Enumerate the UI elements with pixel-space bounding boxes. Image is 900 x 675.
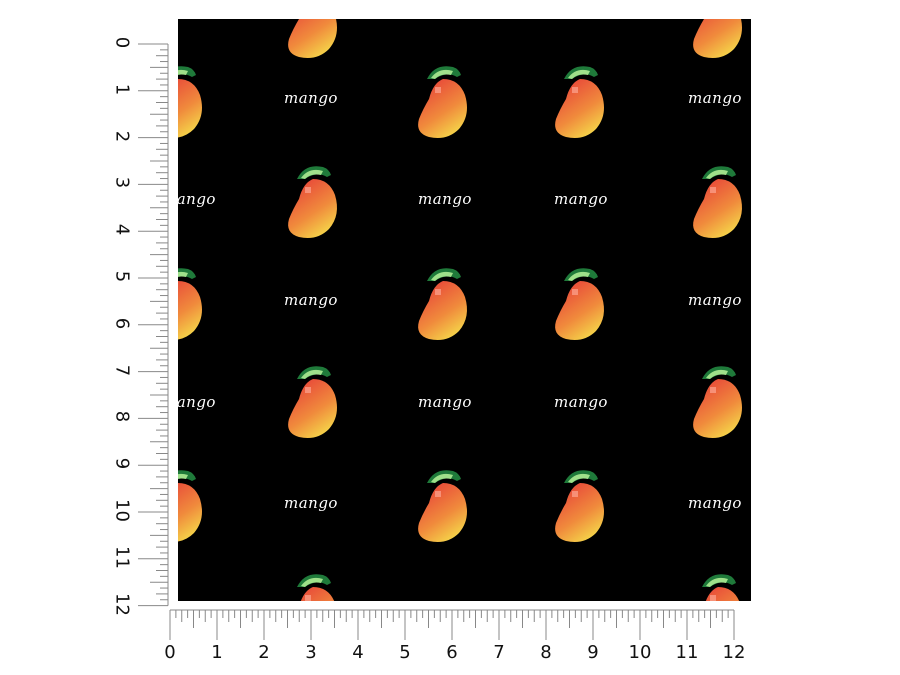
horizontal-ruler-label: 12: [722, 642, 746, 663]
vertical-ruler-label: 11: [111, 545, 133, 569]
mango-fruit: [283, 159, 347, 243]
mango-icon: [418, 470, 467, 542]
mango-word: mango: [688, 291, 742, 309]
mango-word: mango: [284, 494, 338, 512]
mango-fruit: [550, 261, 614, 345]
mango-icon: [288, 366, 337, 438]
mango-icon: [178, 470, 202, 542]
mango-fruit: [283, 19, 347, 63]
vertical-ruler-label: 1: [111, 83, 133, 96]
mango-fruit: [283, 359, 347, 443]
mango-word: mango: [688, 494, 742, 512]
mango-icon: [555, 66, 604, 138]
horizontal-ruler-label: 7: [493, 642, 505, 663]
mango-fruit: [550, 463, 614, 547]
mango-icon: [288, 19, 337, 58]
mango-icon: [555, 470, 604, 542]
vertical-ruler-label: 8: [111, 411, 133, 423]
mango-icon: [693, 19, 742, 58]
mango-fruit: [178, 261, 212, 345]
mango-fruit: [178, 59, 212, 143]
horizontal-ruler-label: 5: [399, 642, 411, 663]
horizontal-ruler-label: 11: [675, 642, 699, 663]
vertical-ruler-label: 10: [111, 499, 133, 522]
vertical-ruler-label: 12: [111, 592, 133, 616]
mango-icon: [418, 66, 467, 138]
mango-fruit: [688, 19, 751, 63]
horizontal-ruler-label: 0: [164, 642, 176, 663]
mango-word: mango: [554, 190, 608, 208]
horizontal-ruler-label: 4: [352, 642, 364, 663]
mango-icon: [288, 166, 337, 238]
mango-fruit: [413, 463, 477, 547]
vertical-ruler: 0 1 2 3 4 5 6 7 8 9 10 11 12: [108, 37, 170, 616]
mango-fruit: [688, 159, 751, 243]
mango-icon: [693, 366, 742, 438]
mango-fruit: [413, 59, 477, 143]
pattern-swatch: mango mango mango mango mango mango mango mango…: [178, 19, 751, 601]
mango-word: mango: [554, 393, 608, 411]
vertical-ruler-label: 3: [111, 177, 133, 189]
mango-fruit: [688, 359, 751, 443]
mango-icon: [178, 268, 202, 340]
mango-word: mango: [284, 291, 338, 309]
vertical-ruler-label: 5: [111, 270, 133, 283]
mango-icon: [693, 166, 742, 238]
horizontal-ruler-label: 2: [258, 642, 270, 663]
mango-icon: [418, 268, 467, 340]
horizontal-ruler-label: 9: [587, 642, 599, 663]
mango-fruit: [178, 463, 212, 547]
mango-fruit: [688, 567, 751, 601]
vertical-ruler-label: 9: [111, 457, 133, 470]
vertical-ruler-label: 7: [111, 364, 133, 376]
horizontal-ruler-label: 6: [446, 642, 458, 663]
horizontal-ruler: 0 1 2 3 4 5 6 7 8 9 10 11 12: [164, 608, 754, 668]
vertical-ruler-label: 2: [111, 130, 133, 142]
mango-word: mango: [178, 190, 216, 208]
horizontal-ruler-label: 3: [305, 642, 317, 663]
mango-icon: [702, 574, 740, 601]
horizontal-ruler-label: 1: [211, 642, 223, 663]
vertical-ruler-label: 0: [111, 36, 133, 49]
mango-fruit: [413, 261, 477, 345]
vertical-ruler-label: 4: [111, 223, 133, 236]
mango-word: mango: [418, 393, 472, 411]
vertical-ruler-ticks: [138, 43, 169, 607]
horizontal-ruler-ticks: [169, 609, 735, 640]
mango-word: mango: [284, 89, 338, 107]
mango-word: mango: [418, 190, 472, 208]
mango-word: mango: [178, 393, 216, 411]
mango-icon: [555, 268, 604, 340]
mango-word: mango: [688, 89, 742, 107]
horizontal-ruler-label: 8: [540, 642, 552, 663]
horizontal-ruler-label: 10: [628, 642, 652, 663]
mango-icon: [297, 574, 335, 601]
mango-fruit: [283, 567, 347, 601]
mango-icon: [178, 66, 202, 138]
mango-fruit: [550, 59, 614, 143]
vertical-ruler-label: 6: [111, 317, 133, 330]
